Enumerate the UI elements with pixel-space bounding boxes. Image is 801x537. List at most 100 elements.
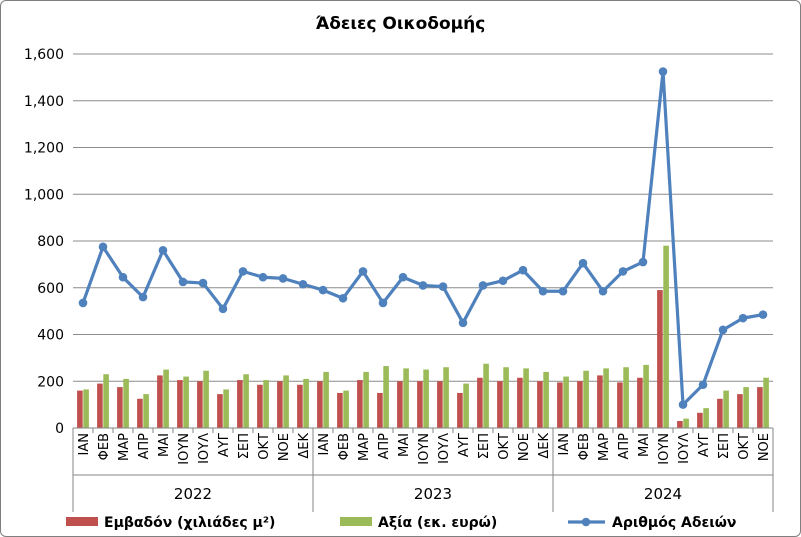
bar [437, 381, 443, 428]
bar [143, 394, 149, 428]
x-tick-label: ΜΑΡ [357, 433, 372, 461]
bar [323, 371, 329, 428]
data-point [578, 258, 588, 268]
bar [317, 381, 323, 428]
x-tick-label: ΙΟΥΝ [177, 433, 192, 465]
y-tick-label: 1,600 [24, 47, 64, 63]
x-tick-label: ΙΟΥΛ [437, 433, 452, 464]
x-tick-label: ΙΑΝ [77, 433, 92, 455]
bar [123, 378, 129, 428]
x-tick-label: ΝΟΕ [517, 433, 532, 461]
x-tick-label: ΜΑΙ [157, 433, 172, 457]
bar [717, 398, 723, 428]
data-point [118, 272, 128, 282]
bar [223, 389, 229, 428]
y-tick-label: 600 [37, 281, 64, 297]
x-tick-label: ΝΟΕ [757, 433, 772, 461]
bar [703, 408, 709, 428]
data-point [598, 286, 608, 296]
bar [237, 380, 243, 428]
data-point [738, 313, 748, 323]
x-tick-label: ΣΕΠ [717, 433, 732, 459]
y-tick-label: 1,000 [24, 187, 64, 203]
bar [397, 381, 403, 428]
bar [497, 381, 503, 428]
data-point [238, 267, 248, 276]
bar [357, 380, 363, 428]
x-tick-label: ΙΑΝ [557, 433, 572, 455]
bar [663, 245, 669, 428]
legend-swatch [340, 517, 372, 526]
data-point [198, 278, 208, 288]
bar [423, 369, 429, 428]
x-tick-label: ΦΕΒ [97, 433, 112, 460]
bar [277, 381, 283, 428]
data-point [138, 292, 148, 302]
data-point [338, 293, 348, 303]
bar [197, 381, 203, 428]
bar [163, 369, 169, 428]
data-point [498, 276, 508, 286]
bar [737, 394, 743, 428]
bar [183, 376, 189, 428]
x-tick-label: ΟΚΤ [257, 433, 272, 460]
x-tick-label: ΦΕΒ [577, 433, 592, 460]
data-point [78, 298, 88, 308]
data-point [178, 277, 188, 287]
bar [557, 382, 563, 428]
data-point [418, 281, 428, 290]
data-point [438, 282, 448, 291]
data-point [658, 67, 668, 76]
bar [83, 389, 89, 428]
legend-marker [581, 517, 591, 527]
bar [463, 383, 469, 428]
bar [697, 412, 703, 428]
data-point [298, 279, 308, 289]
data-point [758, 310, 768, 319]
legend-label: Αριθμός Αδειών [612, 515, 736, 531]
bar [283, 375, 289, 428]
y-tick-label: 800 [37, 234, 64, 250]
y-tick-label: 1,200 [24, 141, 64, 157]
x-tick-label: ΑΥΓ [217, 432, 232, 457]
x-tick-label: ΑΠΡ [617, 433, 632, 460]
x-tick-label: ΑΥΓ [697, 432, 712, 457]
y-tick-label: 400 [37, 328, 64, 344]
bar [257, 384, 263, 428]
bar [417, 381, 423, 428]
bar [677, 420, 683, 428]
data-point [378, 298, 388, 308]
x-tick-label: ΙΟΥΛ [197, 433, 212, 464]
bar [523, 368, 529, 428]
x-tick-label: ΟΚΤ [737, 433, 752, 460]
y-tick-label: 0 [55, 421, 64, 437]
bars [77, 245, 769, 428]
year-label: 2022 [174, 485, 212, 503]
x-tick-label: ΑΠΡ [137, 433, 152, 460]
data-point [678, 400, 688, 409]
x-tick-label: ΜΑΡ [597, 433, 612, 461]
data-point [718, 325, 728, 335]
bar [757, 387, 763, 428]
bar [563, 376, 569, 428]
data-point [698, 380, 708, 390]
bar [603, 368, 609, 428]
data-point [258, 272, 268, 282]
bar [743, 387, 749, 428]
data-point [278, 274, 288, 283]
legend: Εμβαδόν (χιλιάδες μ²) Αξία (εκ. ευρώ) Αριθ… [66, 515, 736, 531]
bar [103, 374, 109, 428]
bar [577, 381, 583, 428]
bar [503, 367, 509, 428]
bar [537, 381, 543, 428]
bar [177, 380, 183, 428]
x-tick-label: ΔΕΚ [297, 433, 312, 459]
data-point [638, 257, 648, 267]
bar [683, 418, 689, 428]
x-tick-label: ΙΟΥΝ [657, 433, 672, 465]
bar [377, 392, 383, 428]
x-tick-label: ΜΑΡ [117, 433, 132, 461]
bar [483, 363, 489, 428]
axes: 0 200 400 600 800 1,000 1,200 1,400 1,600 ΙΑΝ ΦΕΒ Μ… [24, 47, 774, 512]
